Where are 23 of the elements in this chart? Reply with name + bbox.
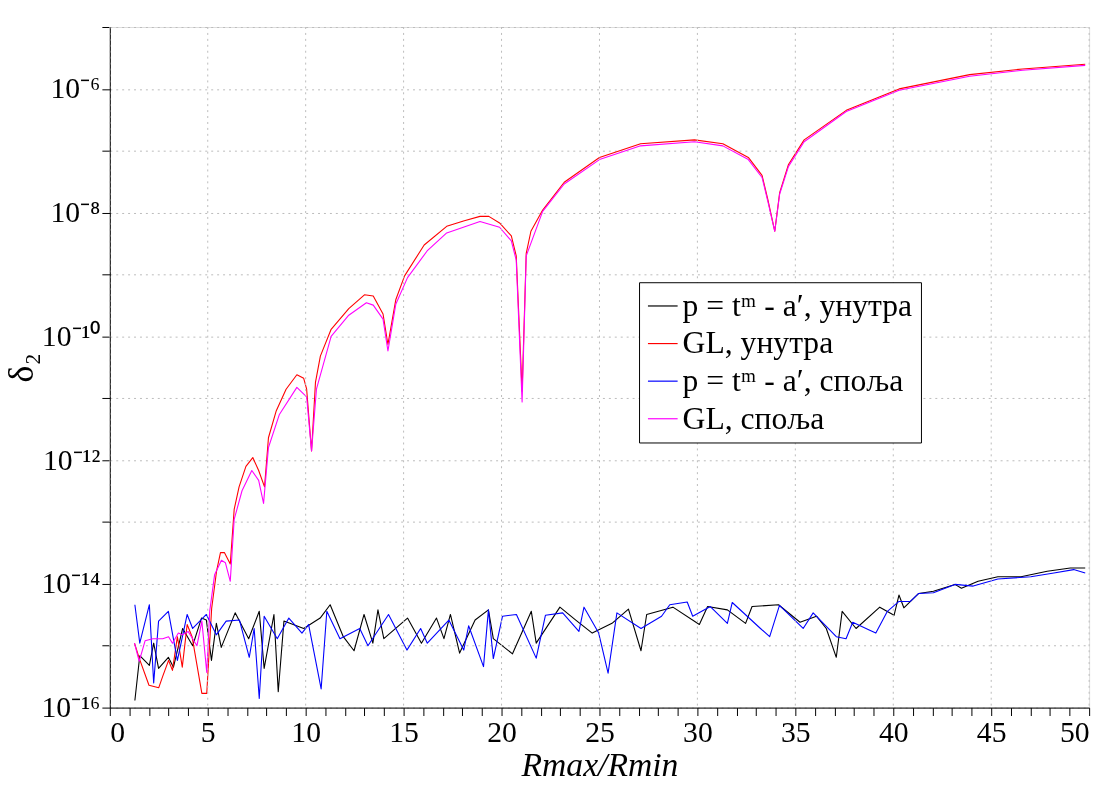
y-tick-label: 10⁻¹⁴ [41,567,101,600]
x-tick-label: 30 [683,715,713,748]
y-tick-label: 10⁻⁸ [50,196,101,229]
y-tick-label: 10⁻¹⁰ [41,319,101,352]
legend-label: p = tᵐ - a′, унутра [682,287,913,323]
x-axis-title: Rmax/Rmin [520,746,679,784]
y-tick-label: 10⁻¹⁶ [41,691,101,723]
x-tick-label: 40 [878,715,909,748]
y-tick-label: 10⁻⁶ [50,72,101,105]
x-tick-label: 10 [291,715,321,748]
y-axis-title: δ₂ [1,353,42,383]
y-tick-label: 10⁻¹² [42,443,101,476]
x-tick-label: 50 [1059,715,1090,748]
x-tick-label: 15 [389,715,419,748]
x-tick-label: 0 [110,715,126,748]
x-tick-label: 25 [585,715,615,748]
x-tick-label: 5 [200,715,216,748]
x-tick-label: 35 [781,715,811,748]
legend-label: p = tᵐ - a′, спољa [682,363,904,399]
x-tick-label: 20 [487,715,517,748]
legend-label: GL, унутра [682,325,834,361]
x-tick-label: 45 [976,715,1007,748]
legend-label: GL, спољa [682,400,825,436]
